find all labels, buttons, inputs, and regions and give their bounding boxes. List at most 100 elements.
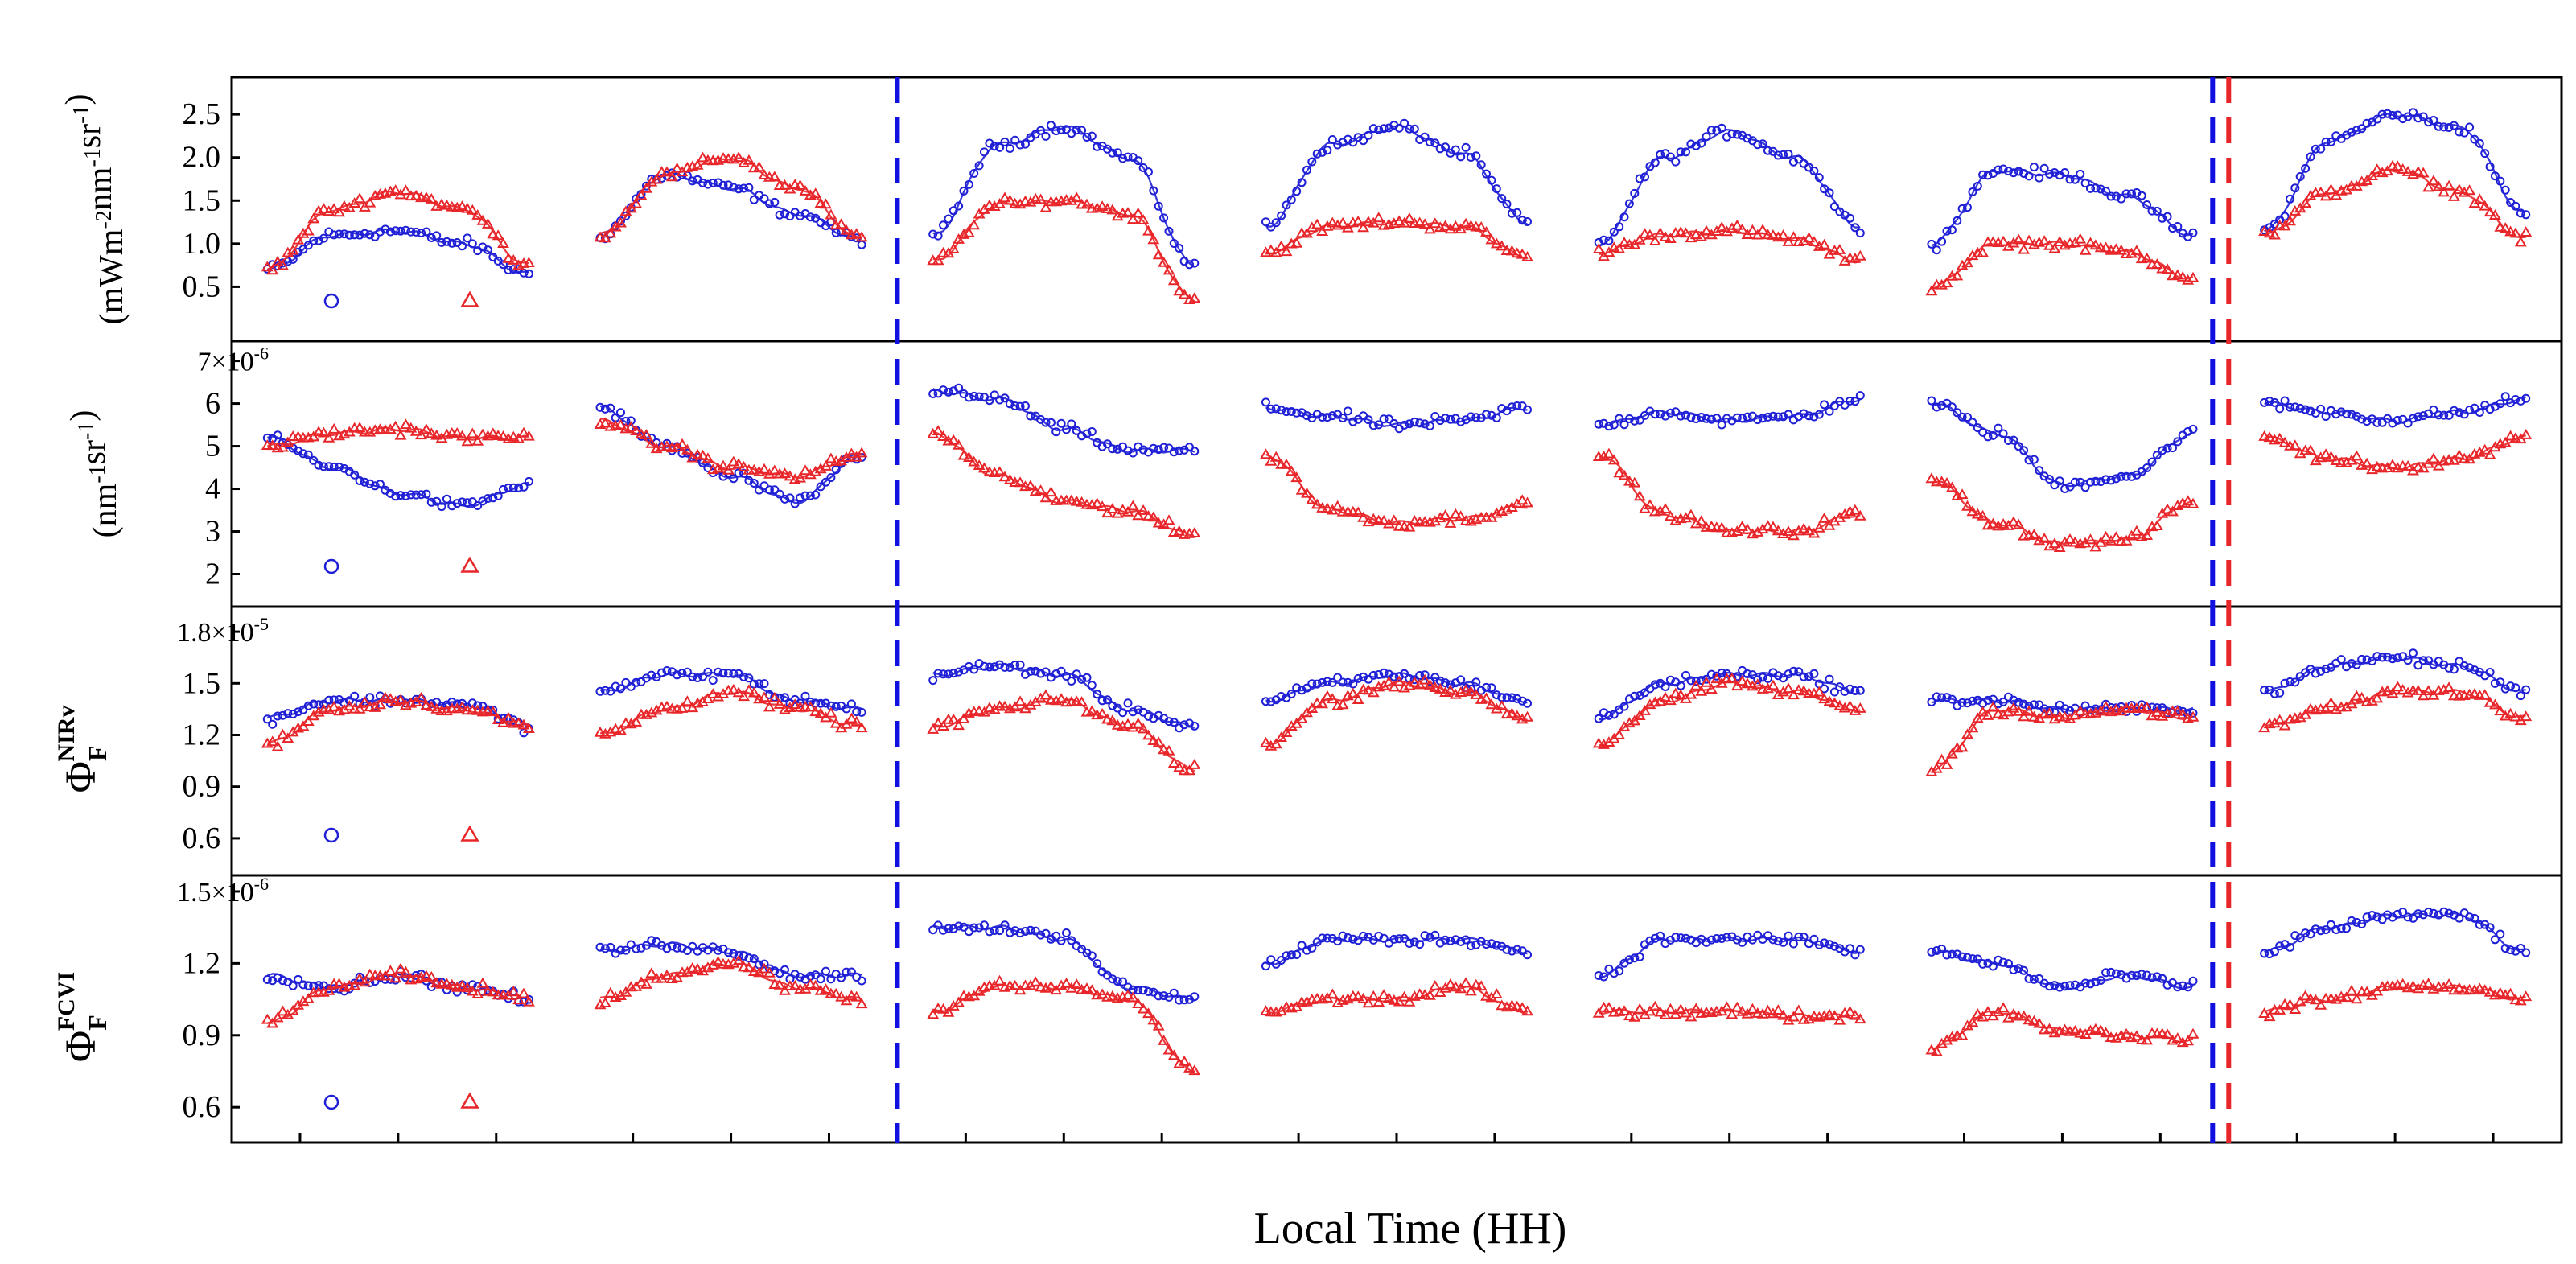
point-irr2-d [2187, 1027, 2199, 1039]
point-irr1-d [1282, 951, 1291, 961]
point-irr1-b [995, 395, 1005, 405]
point-irr2-d [835, 990, 848, 1002]
point-irr1-d [939, 925, 948, 935]
point-irr2-d [702, 961, 714, 973]
point-irr1-d [1937, 944, 1947, 953]
point-irr1-a [1164, 226, 1174, 236]
point-irr1-c [744, 673, 754, 683]
point-irr2-d [440, 978, 453, 989]
point-irr1-d [1005, 928, 1014, 937]
point-irr1-a [2516, 208, 2525, 218]
point-irr2-b [640, 429, 652, 439]
point-irr2-d [1680, 1007, 1692, 1018]
smooth-line-irr1-d [1931, 949, 2194, 990]
smooth-line-irr1-b [267, 435, 529, 508]
point-irr2-d [942, 1006, 955, 1017]
point-irr2-c [1818, 693, 1831, 704]
point-irr1-b [1400, 420, 1409, 430]
point-irr1-c [2449, 665, 2459, 674]
point-irr1-a [2035, 173, 2044, 183]
point-irr2-d [1792, 1004, 1805, 1015]
point-irr2-b [1449, 508, 1462, 519]
point-irr2-a [1188, 292, 1201, 303]
point-irr2-b [978, 462, 990, 473]
point-irr2-a [1306, 221, 1319, 233]
point-irr2-c [1132, 717, 1145, 728]
smooth-line-irr1-a [1265, 124, 1528, 228]
point-irr1-a [524, 269, 533, 278]
legend-irr1-marker [323, 558, 339, 574]
point-irr1-b [1681, 410, 1690, 420]
point-irr2-b [1695, 515, 1708, 526]
point-irr2-a [2315, 186, 2327, 197]
point-irr2-c [271, 740, 284, 751]
point-irr2-a [2161, 263, 2174, 274]
point-irr2-c [2422, 685, 2435, 696]
point-irr2-c [2171, 705, 2184, 716]
point-irr2-d [2109, 1031, 2122, 1043]
point-irr1-c [780, 693, 789, 702]
point-irr1-a [314, 236, 323, 245]
point-irr2-c [681, 695, 693, 706]
point-irr2-b [1132, 509, 1145, 521]
point-irr2-a [1459, 217, 1472, 229]
point-irr2-c [712, 690, 725, 702]
y-axis-unit-b: (nm-1sr-1) [64, 410, 124, 538]
point-irr2-a [1290, 237, 1303, 248]
point-irr2-a [2018, 243, 2031, 254]
point-irr2-a [2514, 236, 2527, 247]
point-irr1-c [1082, 673, 1092, 682]
smooth-line-irr1-b [1931, 403, 2194, 488]
point-irr2-d [1726, 1008, 1739, 1019]
point-irr2-c [1039, 689, 1052, 700]
point-irr1-a [1978, 170, 1988, 179]
point-irr1-b [2372, 418, 2382, 427]
point-irr2-d [348, 979, 361, 990]
legend-irr2-marker [460, 1092, 479, 1109]
point-irr2-a [2422, 181, 2435, 192]
point-irr2-c [825, 706, 837, 718]
point-irr2-d [1158, 1034, 1171, 1045]
point-irr2-b [2064, 533, 2076, 544]
point-irr1-a [463, 233, 472, 243]
point-irr2-b [2084, 533, 2097, 545]
smooth-line-irr2-c [599, 690, 862, 735]
point-irr2-c [2007, 702, 2020, 713]
point-irr1-d [2347, 916, 2356, 925]
point-irr2-c [630, 715, 643, 727]
point-irr2-c [1945, 747, 1958, 759]
point-irr1-c [1338, 677, 1348, 687]
point-irr2-a [1951, 270, 1964, 281]
point-irr2-d [1828, 1010, 1841, 1021]
point-irr1-a [401, 225, 410, 235]
point-irr1-c [1302, 683, 1311, 693]
point-irr2-b [1715, 521, 1728, 533]
point-irr1-a [1809, 167, 1819, 175]
point-irr2-c [1700, 676, 1713, 687]
point-irr1-b [1056, 418, 1066, 428]
smooth-line-irr2-b [1265, 453, 1528, 525]
point-irr2-c [2176, 708, 2189, 719]
point-irr1-a [1706, 126, 1716, 135]
point-irr2-d [1956, 1029, 1969, 1040]
point-irr2-b [599, 417, 611, 428]
point-irr2-b [1035, 484, 1047, 495]
point-irr1-b [2342, 409, 2352, 418]
point-irr1-d [2091, 977, 2101, 986]
point-irr1-b [1113, 444, 1122, 454]
point-irr2-c [1423, 678, 1436, 690]
smooth-line-irr2-c [1931, 706, 2194, 772]
point-irr2-c [2366, 694, 2378, 706]
point-irr1-d [749, 954, 759, 964]
point-irr1-a [1671, 157, 1681, 167]
point-irr1-b [2091, 476, 2101, 486]
point-irr1-d [2496, 929, 2505, 939]
point-irr2-c [2488, 698, 2501, 710]
y-tick-label-a: 0.5 [183, 270, 221, 303]
point-irr2-c [1418, 673, 1431, 685]
point-irr2-d [1833, 1014, 1846, 1025]
point-irr2-a [1787, 231, 1800, 241]
point-irr2-b [2187, 497, 2199, 508]
point-irr2-b [2350, 450, 2363, 461]
point-irr1-c [1604, 710, 1614, 720]
